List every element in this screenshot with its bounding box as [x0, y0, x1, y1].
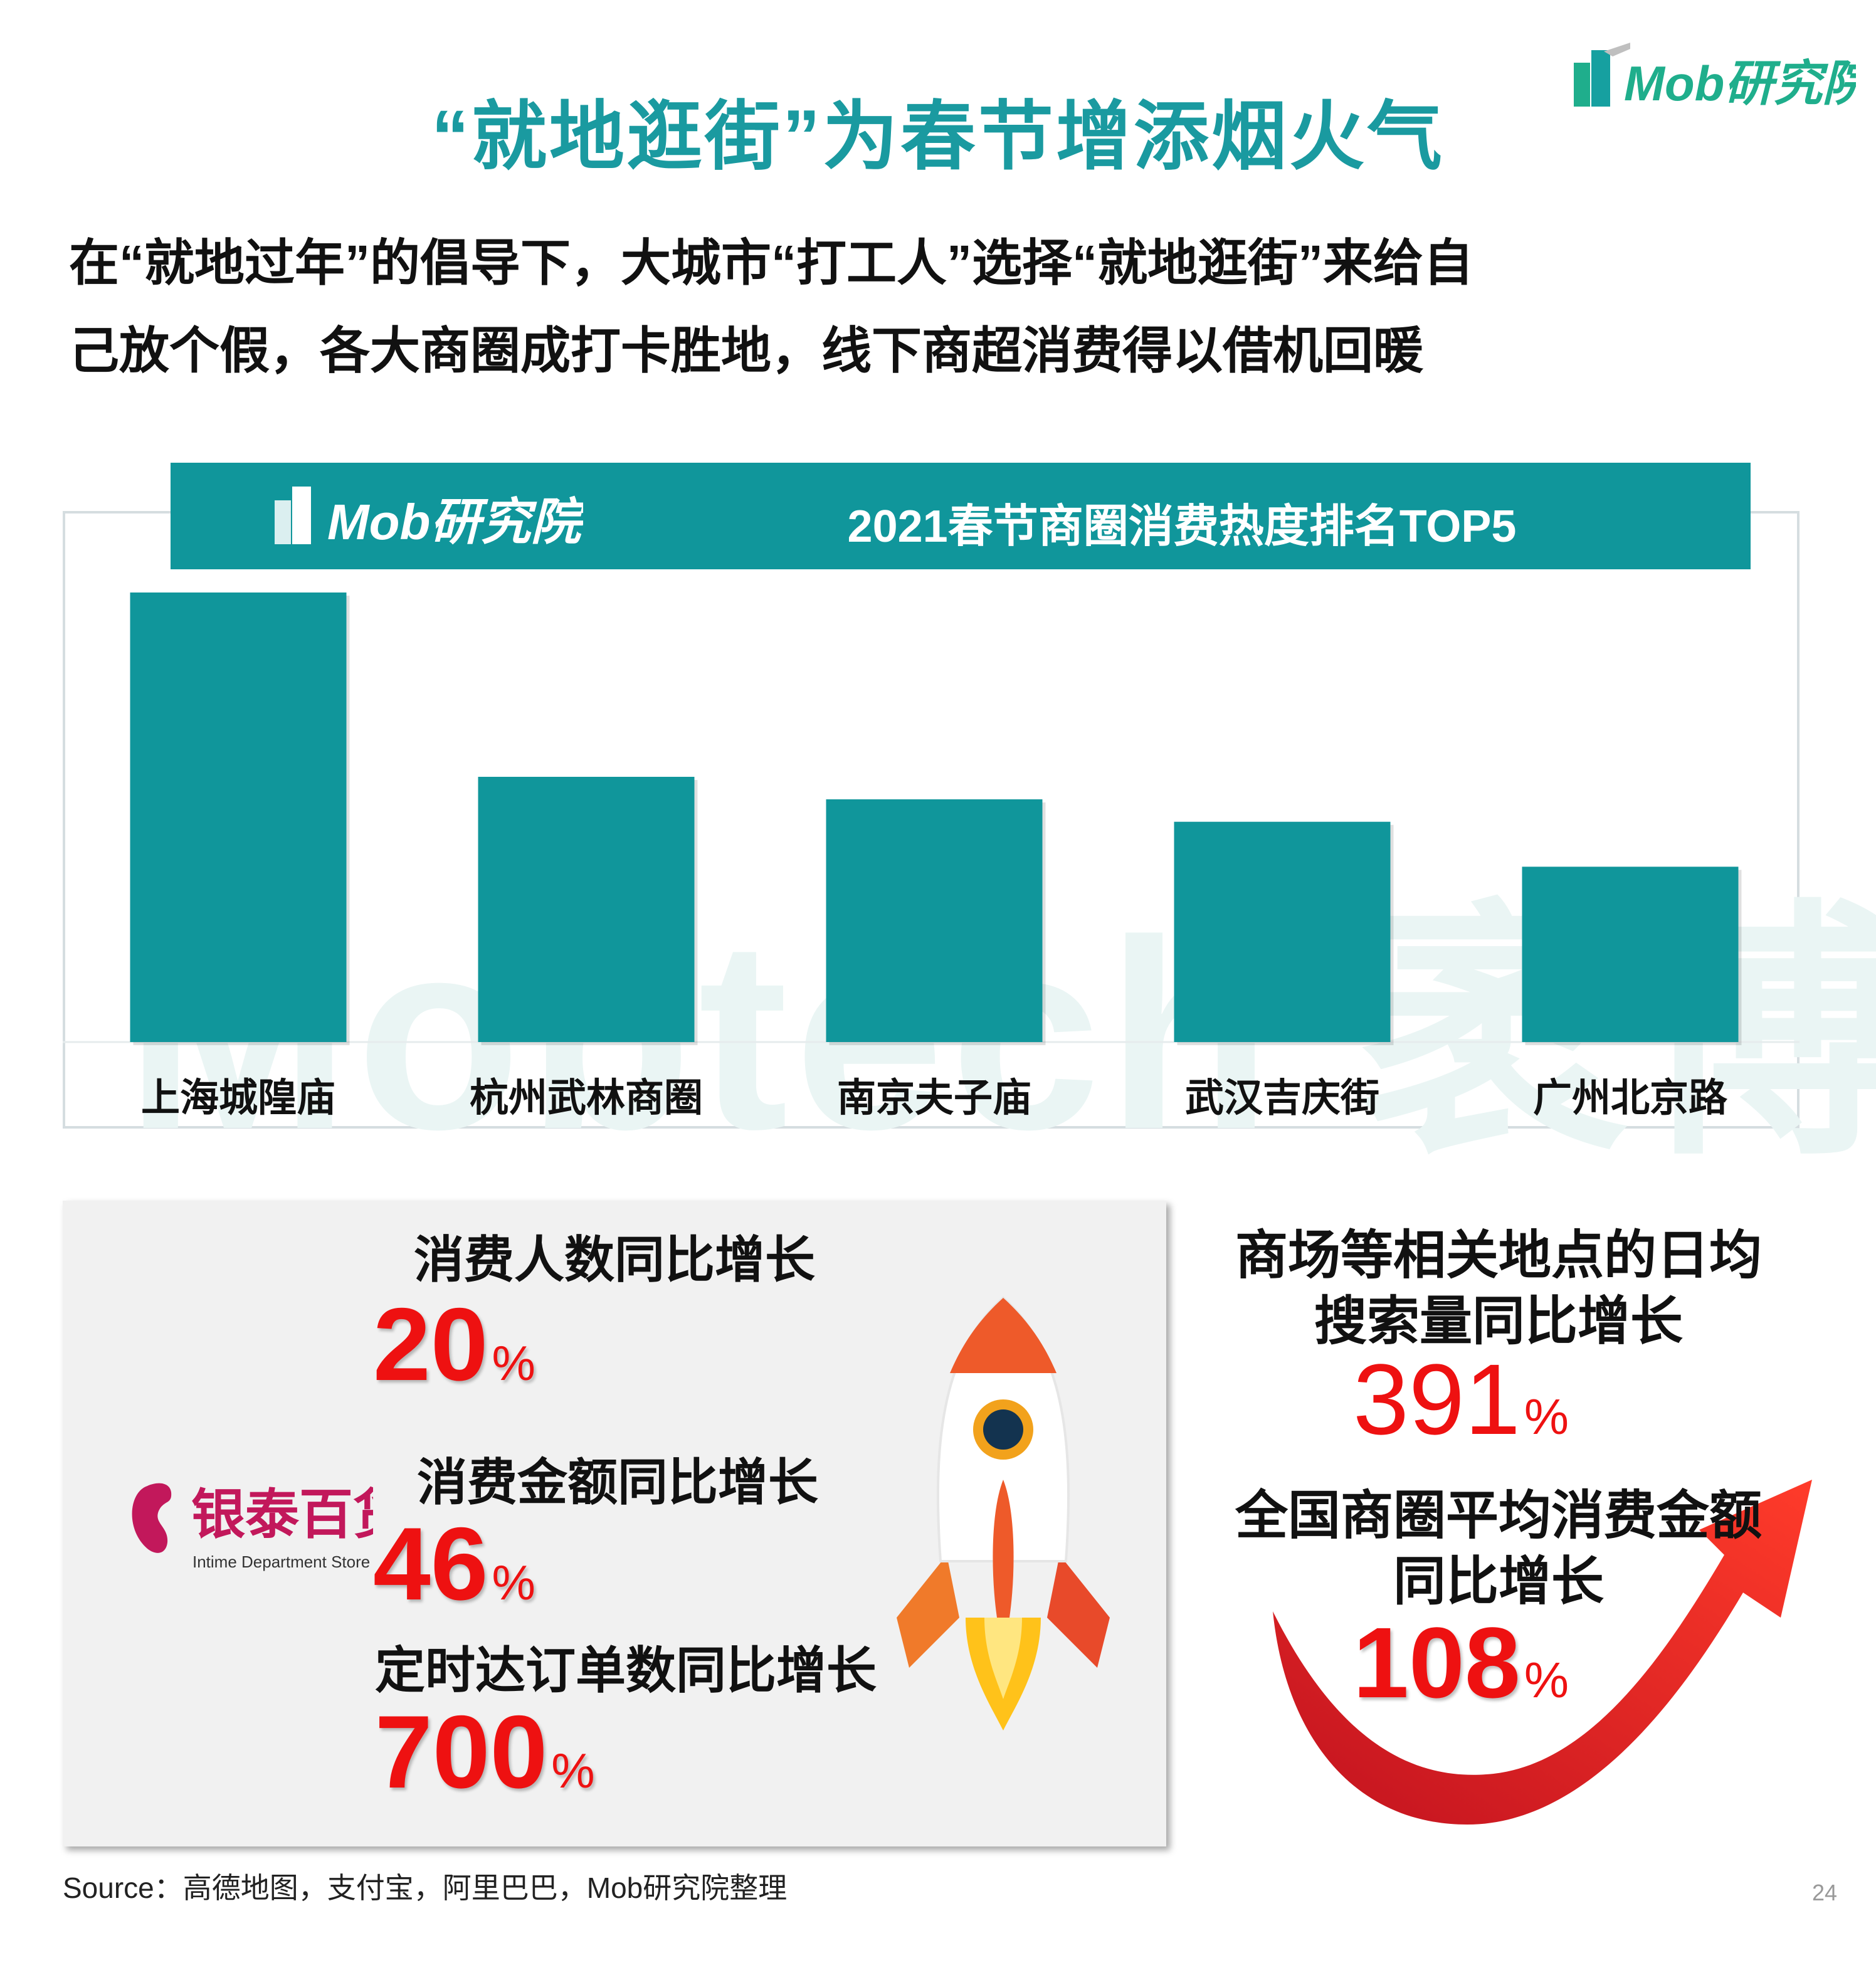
stat-value-people: 20%: [373, 1285, 535, 1404]
bar-3: [826, 799, 1043, 1042]
stat-label-people: 消费人数同比增长: [414, 1232, 815, 1288]
stat-number: 108: [1352, 1606, 1520, 1719]
lead-line-1: 在“就地过年”的倡导下，大城市“打工人”选择“就地逛街”来给自: [69, 235, 1473, 291]
stat-label-amount: 消费金额同比增长: [417, 1455, 818, 1510]
logo-block-icon: [1591, 50, 1610, 107]
category-label-5: 广州北京路: [1533, 1077, 1728, 1120]
intime-flower-icon: [132, 1483, 172, 1553]
logo-block-icon: [1574, 63, 1590, 107]
page-title: “就地逛街”为春节增添烟火气: [431, 95, 1445, 179]
stat-unit: %: [492, 1335, 535, 1391]
search-label-line-1: 商场等相关地点的日均: [1235, 1226, 1762, 1285]
national-label-line-1: 全国商圈平均消费金额: [1235, 1486, 1762, 1545]
bar-4: [1174, 821, 1391, 1042]
logo-block-icon: [292, 487, 311, 544]
stat-unit: %: [1524, 1652, 1569, 1708]
stat-number: 46: [373, 1506, 488, 1621]
logo-cap-icon: [1604, 43, 1630, 56]
chart-mob-logo: Mob研究院: [275, 487, 583, 550]
chart-logo-text: Mob研究院: [327, 494, 583, 550]
stat-number: 20: [373, 1287, 488, 1402]
stat-value-orders: 700%: [375, 1693, 595, 1811]
intime-logo: 银泰百货 Intime Department Store: [132, 1483, 373, 1571]
red-arrow-icon: [1273, 1480, 1812, 1825]
logo-text: Mob研究院: [1624, 56, 1856, 111]
stat-value-amount: 46%: [373, 1505, 535, 1623]
bar-2: [478, 776, 695, 1042]
bar-5: [1522, 866, 1739, 1042]
national-label-line-2: 同比增长: [1393, 1552, 1604, 1611]
category-label-2: 杭州武林商圈: [470, 1077, 703, 1120]
search-growth-value: 391%: [1141, 1342, 1781, 1457]
chart-header-bar: [171, 463, 1751, 569]
source-note: Source：高德地图，支付宝，阿里巴巴，Mob研究院整理: [63, 1872, 788, 1904]
stat-number: 391: [1352, 1343, 1520, 1455]
stat-unit: %: [551, 1743, 595, 1798]
bar-1: [130, 592, 347, 1042]
chart-title: 2021春节商圈消费热度排名TOP5: [847, 502, 1517, 552]
search-label-line-2: 搜索量同比增长: [1314, 1292, 1683, 1351]
category-label-4: 武汉吉庆街: [1185, 1077, 1379, 1120]
national-growth-value: 108%: [1141, 1605, 1781, 1720]
mob-logo: Mob研究院: [1574, 43, 1856, 111]
category-label-1: 上海城隍庙: [141, 1077, 335, 1120]
rocket-icon: [897, 1296, 1110, 1730]
stat-number: 700: [375, 1694, 548, 1809]
stat-unit: %: [492, 1555, 535, 1610]
intime-logo-subtext: Intime Department Store: [192, 1552, 370, 1571]
stat-label-orders: 定时达订单数同比增长: [375, 1643, 877, 1698]
page-number: 24: [1812, 1880, 1838, 1905]
category-label-3: 南京夫子庙: [837, 1077, 1031, 1120]
intime-logo-text: 银泰百货: [191, 1485, 373, 1545]
logo-block-icon: [275, 500, 291, 544]
lead-line-2: 己放个假，各大商圈成打卡胜地，线下商超消费得以借机回暖: [69, 323, 1423, 379]
stat-unit: %: [1524, 1389, 1569, 1445]
